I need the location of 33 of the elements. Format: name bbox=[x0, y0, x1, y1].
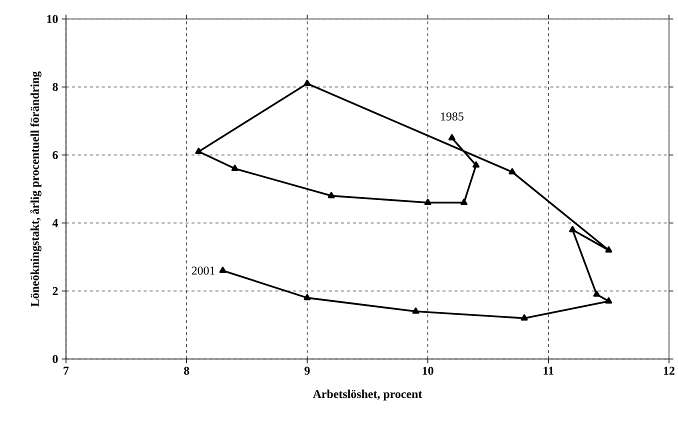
point bbox=[605, 297, 612, 304]
point bbox=[231, 164, 238, 171]
y-tick-label: 0 bbox=[52, 354, 58, 364]
point bbox=[520, 314, 528, 321]
point bbox=[472, 161, 480, 168]
point bbox=[605, 246, 612, 253]
point bbox=[508, 168, 516, 174]
point bbox=[424, 198, 432, 205]
x-tick-label: 8 bbox=[184, 366, 190, 375]
point bbox=[448, 134, 456, 140]
x-tick-label: 10 bbox=[422, 366, 434, 375]
y-tick-label: 8 bbox=[52, 82, 58, 92]
x-tick-label: 11 bbox=[544, 366, 554, 375]
point bbox=[219, 266, 226, 273]
point bbox=[569, 226, 576, 232]
x-tick-label: 9 bbox=[304, 366, 310, 375]
y-tick-label: 10 bbox=[47, 14, 58, 24]
point bbox=[593, 290, 600, 297]
y-tick-label: 6 bbox=[52, 150, 58, 160]
x-tick-label: 12 bbox=[664, 366, 674, 375]
point bbox=[412, 308, 420, 314]
point bbox=[328, 192, 335, 198]
y-axis-title: Löneökningstakt, årlig procentuell förändring bbox=[30, 71, 42, 307]
y-tick-label: 2 bbox=[52, 287, 58, 295]
point bbox=[460, 198, 468, 205]
annotation: 1985 bbox=[441, 112, 464, 120]
annotation: 2001 bbox=[192, 266, 215, 275]
x-axis-title: Arbetslöshet, procent bbox=[312, 390, 422, 401]
point bbox=[195, 148, 202, 154]
point bbox=[304, 80, 311, 86]
point bbox=[304, 294, 311, 300]
y-tick-label: 4 bbox=[52, 219, 58, 227]
x-tick-label: 7 bbox=[64, 366, 69, 375]
